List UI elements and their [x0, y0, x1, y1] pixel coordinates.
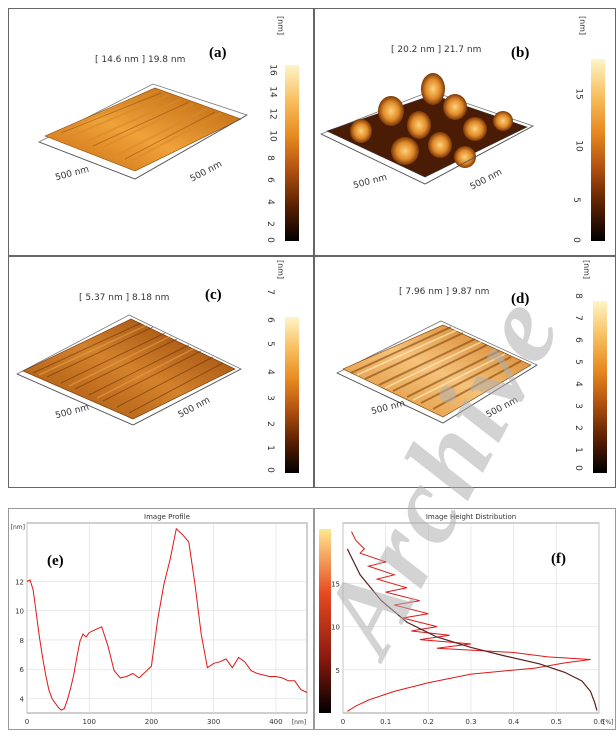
y-tick-label: 4 [20, 695, 25, 703]
x-tick-label: 0.3 [465, 718, 476, 726]
chart-title: Image Height Distribution [426, 513, 516, 521]
afm-3d-surface-b [319, 73, 534, 185]
panel-label-f: (f) [551, 551, 566, 567]
colorbar [285, 65, 299, 241]
height-range-label: [ 14.6 nm ] 19.8 nm [95, 55, 186, 65]
plot-area [26, 522, 308, 714]
afm-panel-a: [ 14.6 nm ] 19.8 nm (a) 500 nm 500 nm [n… [8, 8, 314, 256]
histogram-line [347, 531, 591, 712]
afm-3d-surface-c [16, 314, 242, 426]
panel-label-c: (c) [205, 287, 222, 303]
y-tick-label: 8 [20, 637, 24, 645]
image-profile-chart: Image Profile 0 100 200 300 400 4 6 8 10 12 [nm] [nm… [9, 509, 313, 729]
height-distribution-chart: Image Height Distribution 0 0.1 0.2 0.3 0.4 0.… [315, 509, 615, 729]
colorbar-ticks: 8 7 6 5 4 3 2 1 0 [572, 293, 583, 471]
colorbar [591, 59, 605, 241]
colorbar-unit: [nm] [276, 15, 286, 36]
colorbar-ticks: 15 10 5 0 [570, 88, 584, 243]
colorbar [319, 529, 331, 713]
colorbar-unit: [nm] [578, 15, 588, 36]
colorbar [593, 301, 607, 473]
afm-panel-b: [ 20.2 nm ] 21.7 nm (b) 500 nm 500 nm [n… [314, 8, 616, 256]
x-tick-label: 0.6 [593, 718, 605, 726]
afm-panel-d: [ 7.96 nm ] 9.87 nm (d) 500 nm 500 nm [n… [314, 256, 616, 488]
y-tick-label: 10 [15, 608, 24, 616]
height-range-label: [ 7.96 nm ] 9.87 nm [399, 287, 490, 297]
y-tick-label: 12 [15, 578, 24, 586]
panel-label-b: (b) [511, 45, 530, 61]
x-tick-label: 0.2 [423, 718, 434, 726]
colorbar-ticks: 7 6 5 4 3 2 1 0 [264, 289, 275, 473]
colorbar-unit: [nm] [582, 259, 592, 280]
x-tick-label: 100 [83, 718, 96, 726]
x-tick-label: 0.5 [551, 718, 562, 726]
x-axis-label: [%] [603, 719, 613, 726]
height-range-label: [ 5.37 nm ] 8.18 nm [79, 293, 170, 303]
x-axis-label: [nm] [292, 719, 306, 726]
y-tick-label: 15 [331, 580, 340, 588]
y-tick-label: 6 [20, 666, 25, 674]
x-tick-label: 0 [341, 718, 345, 726]
afm-3d-surface-d [336, 320, 538, 424]
panel-label-a: (a) [209, 45, 227, 61]
x-tick-label: 300 [207, 718, 220, 726]
y-tick-label: 5 [336, 667, 340, 675]
colorbar [285, 317, 299, 473]
x-tick-label: 0.4 [508, 718, 520, 726]
x-tick-label: 0 [25, 718, 29, 726]
x-tick-label: 400 [269, 718, 282, 726]
colorbar-ticks: 16 14 12 10 8 6 4 2 0 [264, 64, 278, 243]
afm-3d-surface-a [38, 83, 248, 180]
profile-line [26, 527, 308, 711]
image-profile-chart-panel: Image Profile 0 100 200 300 400 4 6 8 10 12 [nm] [nm… [8, 508, 314, 730]
chart-title: Image Profile [144, 513, 190, 521]
height-range-label: [ 20.2 nm ] 21.7 nm [391, 45, 482, 55]
y-tick-label: 10 [331, 624, 340, 632]
fit-curve [346, 548, 598, 711]
y-axis-label: [nm] [11, 524, 25, 531]
panel-label-e: (e) [47, 553, 64, 569]
x-tick-label: 0.1 [380, 718, 391, 726]
x-tick-label: 200 [145, 718, 158, 726]
colorbar-unit: [nm] [276, 259, 286, 280]
height-distribution-chart-panel: Image Height Distribution 0 0.1 0.2 0.3 0.4 0.… [314, 508, 616, 730]
afm-panel-c: [ 5.37 nm ] 8.18 nm (c) 500 nm 500 nm [n… [8, 256, 314, 488]
panel-label-d: (d) [511, 291, 530, 307]
